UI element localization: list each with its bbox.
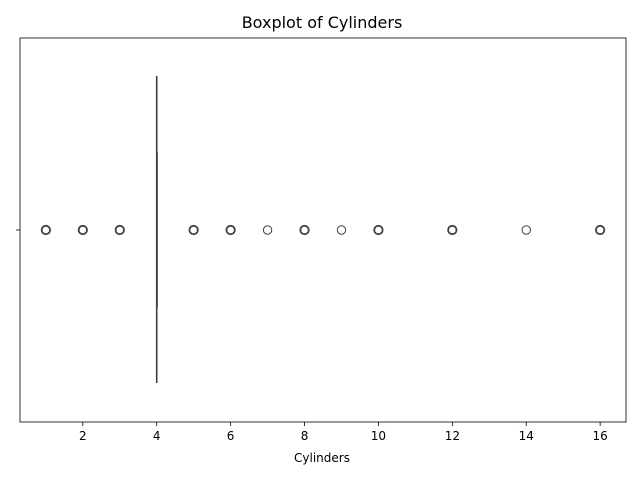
x-axis-label: Cylinders <box>294 451 350 465</box>
outlier-point <box>595 224 606 236</box>
x-tick-label: 16 <box>592 429 607 443</box>
plot-area-frame <box>19 37 627 423</box>
outlier-point <box>521 225 531 235</box>
outlier-point <box>262 225 273 235</box>
box-element <box>155 76 158 383</box>
outlier-point <box>225 224 236 236</box>
x-tick-label: 6 <box>227 429 235 443</box>
outlier-points <box>40 224 606 236</box>
outlier-point <box>77 224 88 236</box>
outlier-point <box>114 224 125 236</box>
x-tick-label: 4 <box>153 429 161 443</box>
x-tick-label: 8 <box>301 429 309 443</box>
x-axis-ticks: 2 4 6 8 10 12 14 16 <box>79 422 608 443</box>
x-tick-label: 10 <box>371 429 386 443</box>
x-tick-label: 12 <box>445 429 460 443</box>
chart-title: Boxplot of Cylinders <box>242 13 403 32</box>
outlier-point <box>299 224 310 236</box>
outlier-point <box>336 225 347 235</box>
outlier-point <box>373 224 384 236</box>
x-tick-label: 2 <box>79 429 87 443</box>
outlier-point <box>447 224 458 236</box>
outlier-point <box>188 224 199 236</box>
outlier-point <box>40 224 51 236</box>
x-tick-label: 14 <box>519 429 534 443</box>
